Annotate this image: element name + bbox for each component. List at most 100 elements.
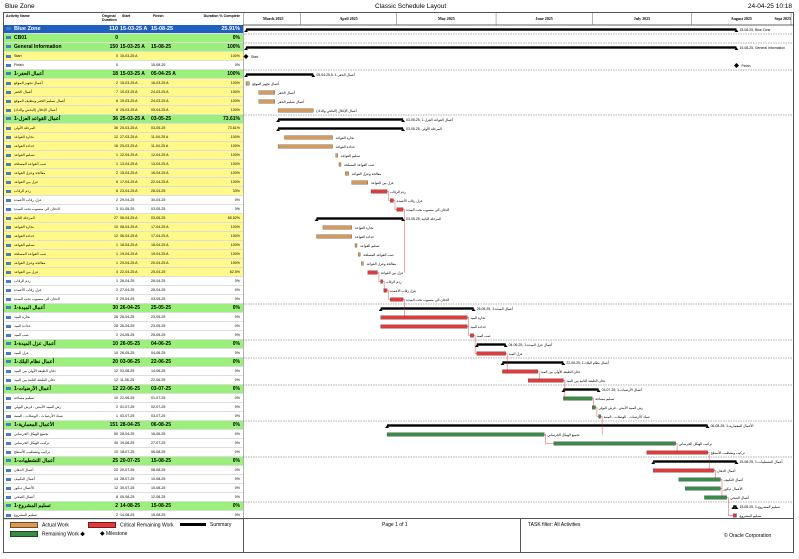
cell-pc: 100%	[230, 180, 240, 184]
table-row[interactable]: أعمال التكييف 14 28-07-25 10-08-25 0%	[4, 475, 243, 484]
col-start[interactable]: Start	[122, 14, 131, 18]
table-row[interactable]: عزل بين القواعد 4 22-04-25 A 25-04-25 62.5%	[4, 268, 243, 277]
table-row[interactable]: CB01 0 0%	[4, 34, 243, 43]
cell-pc: 0%	[234, 297, 240, 301]
table-row[interactable]: شبك الأرضيات - الوصلات - المنبة 1 03-07-25…	[4, 412, 243, 421]
table-row[interactable]: Start 0 15-03-25 A 100%	[4, 52, 243, 61]
cell-st: 20-07-25	[120, 458, 141, 464]
table-row[interactable]: الأعمال المعمارية-1 151 28-04-25 06-08-25 0%	[4, 421, 243, 430]
cell-dur: 6	[116, 99, 118, 103]
table-row[interactable]: حدادة القواعد 16 25-03-25 A 11-04-25 A 100%	[4, 142, 243, 151]
table-row[interactable]: الدفان الى منسوب تحت الميدة 3 29-04-25 03-0…	[4, 295, 243, 304]
cell-name: رش المبيد الأبيض - فرش البولي	[6, 403, 102, 411]
table-row[interactable]: Finish 0 15-08-25 0%	[4, 61, 243, 70]
table-row[interactable]: تركيب وتشطيب الأسطح 10 18-07-25 06-08-25 0%	[4, 448, 243, 457]
cell-name: تسليم المشروع	[6, 511, 102, 519]
activity-name: تسليم القواعد	[14, 153, 35, 157]
table-row[interactable]: حدادة القواعد 12 06-04-25 A 17-04-25 A 100%	[4, 232, 243, 241]
table-row[interactable]: أعمال الصحي 8 05-08-25 12-08-25 0%	[4, 493, 243, 502]
cell-name: معالجة وعزل القواعد	[6, 169, 102, 177]
activity-icon	[6, 72, 11, 76]
table-row[interactable]: المرحلة الأولى 36 25-03-25 A 03-05-25 73.61%	[4, 124, 243, 133]
table-row[interactable]: تجميع الهيكل الخرساني 50 28-04-25 16-06-25 0…	[4, 430, 243, 439]
cell-st: 25-03-25 A	[120, 108, 138, 112]
activity-icon	[6, 81, 11, 85]
table-row[interactable]: عزل بين القواعد 6 17-04-25 A 22-04-25 A 100%	[4, 178, 243, 187]
table-row[interactable]: المرحلة الثانية 27 06-04-25 A 03-05-25 65.52…	[4, 214, 243, 223]
bar-label: 15-08-25, Blue Zone	[740, 28, 771, 32]
cell-dur: 2	[116, 81, 118, 85]
col-activity-name[interactable]: Activity Name	[6, 14, 30, 18]
table-row[interactable]: معالجة وعزل القواعد 2 15-04-25 A 16-04-25 A…	[4, 169, 243, 178]
table-row[interactable]: أعمال تسليم الحفر وتنظيف الموقع 6 19-03-25…	[4, 97, 243, 106]
cell-dur: 36	[114, 126, 118, 130]
cell-dur: 10	[114, 450, 118, 454]
table-row[interactable]: نجارة القواعد 12 27-03-25 A 11-04-25 A 100%	[4, 133, 243, 142]
table-row[interactable]: تسليم المشروع-1 2 14-08-25 15-08-25 0%	[4, 502, 243, 511]
col-duration-pct[interactable]: Duration % Complete	[203, 14, 240, 18]
table-row[interactable]: Blue Zone 110 15-03-25 A 15-08-25 25.91%	[4, 25, 243, 34]
table-row[interactable]: عزل رقاب الأعمدة 2 29-04-25 30-04-25 0%	[4, 196, 243, 205]
table-row[interactable]: نجارة الميد 26 26-04-25 23-05-25 0%	[4, 313, 243, 322]
table-row[interactable]: أعمال الأرضيات-1 12 22-06-25 03-07-25 0%	[4, 385, 243, 394]
cell-st: 08-04-25 A	[120, 225, 138, 229]
relationship-line	[467, 317, 469, 327]
activity-icon	[6, 90, 11, 94]
table-row[interactable]: ردم الرقاب 6 23-04-25 A 28-04-25 33%	[4, 187, 243, 196]
table-row[interactable]: تسليم مساحة 10 22-06-25 01-07-25 0%	[4, 394, 243, 403]
activity-name: عزل بين القواعد	[14, 270, 39, 274]
table-row[interactable]: تركيب الهيكل الخرساني 40 19-06-25 27-07-25 0…	[4, 439, 243, 448]
activity-name: أعمال الميدة-1	[14, 305, 45, 311]
table-row[interactable]: الدفان الى منسوب تحت الميدة 3 01-05-25 03-0…	[4, 205, 243, 214]
bar-label: 15-08-25, تسليم المشروع-1	[740, 505, 780, 509]
col-original-duration[interactable]: Original Duration	[102, 14, 117, 22]
table-row[interactable]: أعمال الدهان 20 20-07-25 08-08-25 0%	[4, 466, 243, 475]
cell-st: 20-04-25 A	[120, 261, 138, 265]
table-row[interactable]: أعمال الحفر-1 18 15-03-25 A 05-04-25 A 100%	[4, 70, 243, 79]
table-row[interactable]: أعمال الإحلال (البحص والدك) 8 25-03-25 A 05…	[4, 106, 243, 115]
cell-fi: 15-08-25	[151, 63, 166, 67]
table-row[interactable]: أعمال التشطيبات-1 25 20-07-25 15-08-25 0%	[4, 457, 243, 466]
table-row[interactable]: أعمال عزل الميدة-1 10 26-05-25 04-06-25 0%	[4, 340, 243, 349]
table-row[interactable]: صب الميد 2 24-05-25 25-05-25 0%	[4, 331, 243, 340]
table-row[interactable]: معالجة وعزل القواعد 1 20-04-25 A 20-04-25 A…	[4, 259, 243, 268]
critical-bar	[396, 207, 404, 212]
table-row[interactable]: دفان الطبقة الثانية بين الميد 12 11-06-25 2…	[4, 376, 243, 385]
table-row[interactable]: نجارة القواعد 10 08-04-25 A 17-04-25 A 100%	[4, 223, 243, 232]
table-row[interactable]: أعمال الميدة-1 30 26-04-25 25-05-25 0%	[4, 304, 243, 313]
table-row[interactable]: أعمال نظام البلك-1 20 03-06-25 22-06-25 0%	[4, 358, 243, 367]
table-row[interactable]: عزل الميد 10 26-05-25 04-06-25 0%	[4, 349, 243, 358]
cell-fi: 05-04-25 A	[151, 108, 169, 112]
cell-st: 20-07-25	[120, 468, 135, 472]
table-row[interactable]: عزل رقاب الأعمدة 2 27-04-25 28-04-25 0%	[4, 286, 243, 295]
summary-bar	[316, 217, 404, 220]
project-title: Blue Zone	[5, 3, 35, 10]
table-row[interactable]: تسليم القواعد 1 12-04-25 A 12-04-25 A 100%	[4, 151, 243, 160]
cell-fi: 16-04-25 A	[151, 171, 169, 175]
cell-fi: 28-04-25	[151, 189, 166, 193]
table-row[interactable]: رش المبيد الأبيض - فرش البولي 2 01-07-25 02…	[4, 403, 243, 412]
table-row[interactable]: حدادة الميد 28 26-04-25 23-05-25 0%	[4, 322, 243, 331]
cell-fi: 24-03-25 A	[151, 99, 169, 103]
table-row[interactable]: ردم الرقاب 1 26-04-25 26-04-25 0%	[4, 277, 243, 286]
table-row[interactable]: الأعمال ديكور 12 30-07-25 10-08-25 0%	[4, 484, 243, 493]
col-finish[interactable]: Finish	[153, 14, 164, 18]
table-row[interactable]: General Information 150 15-03-25 A 15-08-25…	[4, 43, 243, 52]
activity-icon	[6, 198, 11, 202]
cell-pc: 0%	[232, 35, 240, 41]
activity-icon	[6, 108, 11, 112]
cell-name: أعمال الإحلال (البحص والدك)	[6, 106, 102, 114]
table-row[interactable]: أعمال القواعد العزل-1 36 25-03-25 A 03-05-2…	[4, 115, 243, 124]
summary-bar	[246, 28, 737, 31]
table-row[interactable]: أعمال الحفر 7 19-03-25 A 24-03-25 A 100%	[4, 88, 243, 97]
cell-name: CB01	[6, 34, 102, 42]
legend-summary: Summary	[180, 522, 231, 528]
cell-pc: 100%	[230, 144, 240, 148]
actual-bar	[351, 180, 368, 185]
table-row[interactable]: تسليم القواعد 1 18-04-25 A 18-04-25 A 100%	[4, 241, 243, 250]
table-row[interactable]: تسليم المشروع 2 14-08-25 15-08-25 0%	[4, 511, 243, 520]
table-row[interactable]: دفان الطبقة الأولى بين الميد 12 03-06-25 14…	[4, 367, 243, 376]
table-row[interactable]: أعمال تجهيز الموقع 2 15-03-25 A 16-03-25 A 1…	[4, 79, 243, 88]
